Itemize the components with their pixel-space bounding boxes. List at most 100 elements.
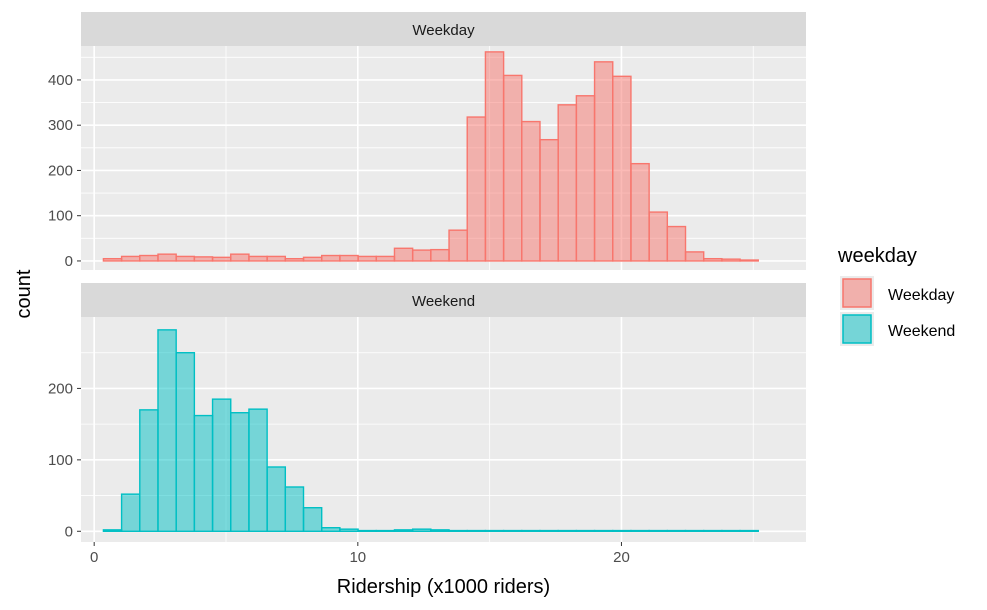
x-axis: 0 10 20 (90, 542, 630, 566)
legend: weekday Weekday Weekend (837, 245, 955, 346)
y-tick-label: 0 (65, 523, 73, 540)
histogram-bar (211, 256, 232, 262)
legend-swatch-weekend (842, 314, 872, 344)
histogram-bar (612, 75, 632, 262)
histogram-bar (430, 248, 450, 262)
histogram-bar (448, 229, 468, 262)
histogram-bar (375, 255, 396, 262)
histogram-bar (266, 466, 287, 532)
histogram-bar (557, 529, 578, 532)
histogram-bar (666, 529, 687, 532)
y-tick-label: 200 (48, 380, 73, 397)
bars-weekend (102, 329, 759, 532)
histogram-bar (539, 529, 559, 532)
histogram-bar (502, 529, 523, 532)
histogram-bar (175, 255, 196, 262)
histogram-bar (630, 529, 650, 532)
histogram-bar (430, 529, 450, 532)
histogram-bar (175, 352, 196, 532)
histogram-bar (684, 251, 705, 262)
histogram-bar (302, 507, 323, 532)
histogram-bar (448, 529, 468, 532)
histogram-bar (593, 529, 614, 532)
histogram-bar (630, 162, 650, 262)
y-axis-weekend: 0 100 200 (48, 380, 81, 540)
legend-label-weekend: Weekend (888, 323, 955, 340)
histogram-bar (593, 61, 614, 262)
histogram-bar (193, 414, 214, 532)
histogram-bar (575, 529, 596, 532)
legend-label-weekday: Weekday (888, 287, 954, 304)
histogram-bar (157, 253, 177, 262)
histogram-bar (393, 529, 414, 532)
histogram-bar (521, 120, 541, 262)
histogram-bar (739, 529, 759, 532)
histogram-bar (230, 253, 250, 262)
histogram-bar (357, 529, 377, 532)
histogram-bar (266, 255, 287, 262)
histogram-bar (357, 255, 377, 262)
y-axis-weekday: 0 100 200 300 400 (48, 72, 81, 270)
legend-swatch-weekday (842, 278, 872, 308)
histogram-bar (648, 211, 669, 262)
histogram-bar (375, 529, 396, 532)
x-tick-label: 10 (349, 549, 366, 566)
histogram-bar (139, 254, 159, 262)
histogram-bar (284, 486, 305, 532)
histogram-bar (484, 51, 505, 262)
histogram-bar (666, 225, 687, 262)
histogram-bar (248, 255, 268, 262)
histogram-bar (120, 255, 141, 262)
histogram-bar (466, 529, 487, 532)
facet-weekday: Weekday 0 100 200 300 400 (48, 12, 806, 270)
strip-weekend (81, 283, 806, 317)
histogram-bar (102, 529, 123, 532)
histogram-bar (411, 249, 432, 262)
y-tick-label: 400 (48, 72, 73, 89)
histogram-bar (302, 256, 323, 262)
y-tick-label: 100 (48, 452, 73, 469)
histogram-bar (230, 412, 250, 532)
histogram-bar (157, 329, 177, 532)
y-tick-label: 100 (48, 208, 73, 225)
histogram-bar (248, 408, 268, 532)
histogram-bar (139, 409, 159, 532)
histogram-bar (321, 527, 341, 532)
histogram-bar (557, 104, 578, 262)
x-tick-label: 20 (613, 549, 630, 566)
y-tick-label: 200 (48, 162, 73, 179)
y-tick-label: 300 (48, 117, 73, 134)
histogram-bar (339, 528, 359, 532)
histogram-bar (703, 529, 723, 532)
facet-weekend: Weekend 0 100 200 (48, 283, 806, 542)
histogram-bar (120, 493, 141, 532)
strip-label-weekday: Weekday (412, 22, 475, 39)
strip-label-weekend: Weekend (412, 293, 475, 310)
histogram-bar (339, 254, 359, 262)
histogram-bar (684, 529, 705, 532)
histogram-bar (539, 138, 559, 262)
histogram-bar (575, 95, 596, 262)
histogram-bar (612, 529, 632, 532)
histogram-bar (502, 74, 523, 262)
histogram-bar (521, 529, 541, 532)
histogram-bar (102, 257, 123, 262)
histogram-bar (648, 529, 669, 532)
histogram-bar (721, 529, 741, 532)
histogram-bar (721, 258, 741, 262)
histogram-bar (284, 257, 305, 262)
histogram-bar (703, 257, 723, 262)
histogram-bar (739, 259, 759, 262)
histogram-bar (211, 398, 232, 532)
histogram-bar (393, 247, 414, 262)
histogram-bar (466, 116, 487, 262)
histogram-bar (484, 529, 505, 532)
y-tick-label: 0 (65, 253, 73, 270)
histogram-bar (193, 256, 214, 262)
x-tick-label: 0 (90, 549, 98, 566)
bars-weekday (102, 51, 759, 262)
y-axis-title: count (13, 269, 35, 318)
histogram-bar (411, 528, 432, 532)
histogram-bar (321, 254, 341, 262)
